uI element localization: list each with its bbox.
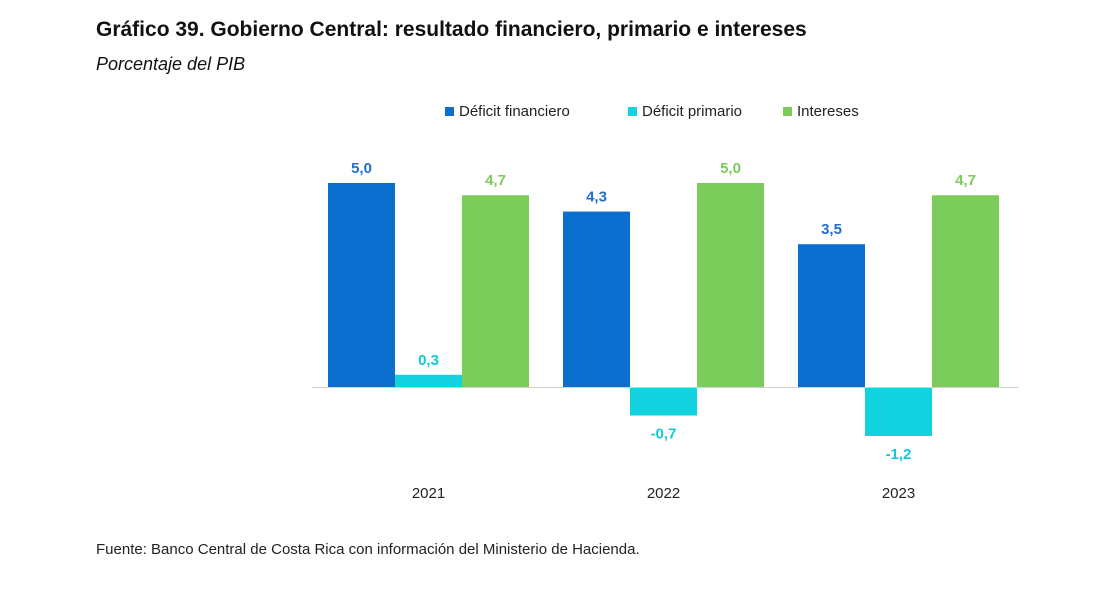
bar-deficit-primario-2022 bbox=[630, 387, 697, 416]
x-tick-label-2023: 2023 bbox=[882, 485, 915, 502]
legend-label-deficit-financiero: Déficit financiero bbox=[459, 103, 570, 120]
bar-deficit-financiero-2023 bbox=[798, 244, 865, 387]
bar-deficit-financiero-2021 bbox=[328, 183, 395, 387]
chart-legend: Déficit financiero Déficit primario Intere… bbox=[445, 103, 859, 120]
legend-label-intereses: Intereses bbox=[797, 103, 859, 120]
source-note: Fuente: Banco Central de Costa Rica con … bbox=[96, 541, 640, 558]
bar-deficit-primario-2023 bbox=[865, 387, 932, 436]
bar-deficit-primario-2021 bbox=[395, 374, 462, 387]
data-label-intereses-2023: 4,7 bbox=[955, 172, 976, 189]
bar-chart: Déficit financiero Déficit primario Intere… bbox=[312, 103, 1018, 502]
chart-subtitle: Porcentaje del PIB bbox=[96, 54, 246, 74]
bar-intereses-2022 bbox=[697, 183, 764, 387]
legend-swatch-intereses bbox=[783, 107, 792, 116]
data-label-intereses-2021: 4,7 bbox=[485, 172, 506, 189]
chart-bars: 5,0 0,3 4,7 4,3 -0,7 5,0 3,5 -1,2 4,7 bbox=[328, 160, 999, 463]
x-axis-labels: 2021 2022 2023 bbox=[412, 485, 915, 502]
data-label-deficit-financiero-2021: 5,0 bbox=[351, 160, 372, 177]
x-tick-label-2022: 2022 bbox=[647, 485, 680, 502]
bar-intereses-2023 bbox=[932, 195, 999, 387]
data-label-deficit-primario-2021: 0,3 bbox=[418, 352, 439, 369]
data-label-deficit-financiero-2022: 4,3 bbox=[586, 189, 607, 206]
legend-swatch-deficit-primario bbox=[628, 107, 637, 116]
data-label-intereses-2022: 5,0 bbox=[720, 160, 741, 177]
bar-deficit-financiero-2022 bbox=[563, 211, 630, 387]
x-tick-label-2021: 2021 bbox=[412, 485, 445, 502]
data-label-deficit-primario-2022: -0,7 bbox=[651, 426, 677, 443]
legend-swatch-deficit-financiero bbox=[445, 107, 454, 116]
chart-title: Gráfico 39. Gobierno Central: resultado … bbox=[96, 18, 807, 41]
data-label-deficit-primario-2023: -1,2 bbox=[886, 446, 912, 463]
data-label-deficit-financiero-2023: 3,5 bbox=[821, 221, 842, 238]
bar-intereses-2021 bbox=[462, 195, 529, 387]
legend-label-deficit-primario: Déficit primario bbox=[642, 103, 742, 120]
